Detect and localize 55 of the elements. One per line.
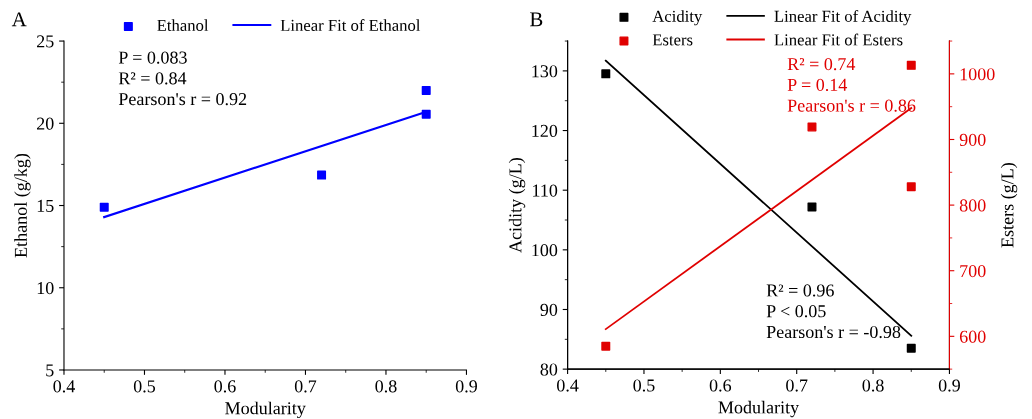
y-tick-label: 80 xyxy=(540,363,558,376)
x-tick-label: 0.9 xyxy=(455,380,478,393)
y2-tick-label: 600 xyxy=(959,330,986,343)
legend-label: Linear Fit of Esters xyxy=(774,33,903,46)
y-tick-label: 100 xyxy=(532,244,558,257)
point xyxy=(906,343,916,353)
x-tick-label: 0.4 xyxy=(557,379,579,392)
x-tick-label: 0.8 xyxy=(375,380,397,393)
x-tick-label: 0.4 xyxy=(53,380,75,393)
y2-tick-label: 900 xyxy=(959,133,986,146)
x-axis-title: Modularity xyxy=(225,401,306,419)
chart-title: A xyxy=(11,12,27,27)
y-tick-label: 10 xyxy=(37,282,54,295)
y-tick-label: 20 xyxy=(37,117,54,130)
annotation: P = 0.083 R² = 0.84 Pearson's r = 0.92 xyxy=(118,51,247,106)
x-tick-label: 0.6 xyxy=(214,380,236,393)
point xyxy=(906,60,916,70)
annotation: R² = 0.74 P = 0.14 Pearson's r = 0.86 xyxy=(787,57,916,112)
y-axis-title: Acidity (g/L) xyxy=(508,158,526,253)
legend-label: Linear Fit of Acidity xyxy=(774,10,912,26)
y-tick-label: 110 xyxy=(533,184,558,197)
y-tick-label: 130 xyxy=(532,65,558,78)
legend-label: Acidity xyxy=(652,10,703,26)
y2-axis-title: Esters (g/L) xyxy=(1000,163,1018,248)
point xyxy=(317,170,327,180)
y2-tick-label: 700 xyxy=(960,264,986,278)
x-tick-label: 0.5 xyxy=(133,380,156,393)
point xyxy=(601,69,611,79)
point xyxy=(99,202,109,212)
y-tick-label: 90 xyxy=(540,303,558,316)
legend-label: Linear Fit of Ethanol xyxy=(280,19,421,32)
y-tick-label: 15 xyxy=(37,199,54,212)
point xyxy=(807,122,817,132)
chart-title: B xyxy=(530,12,543,27)
y2-tick-label: 800 xyxy=(959,199,986,212)
y-tick-label: 25 xyxy=(37,35,54,48)
point xyxy=(421,85,431,95)
y2-tick-label: 1000 xyxy=(960,68,995,81)
x-tick-label: 0.6 xyxy=(709,379,732,392)
x-tick-label: 0.9 xyxy=(938,379,960,392)
x-tick-label: 0.7 xyxy=(786,379,808,392)
point xyxy=(807,202,817,212)
y-axis-title: Ethanol (g/kg) xyxy=(14,153,31,258)
y-tick-label: 5 xyxy=(46,364,54,377)
x-tick-label: 0.8 xyxy=(862,379,884,392)
x-tick-label: 0.5 xyxy=(633,379,655,392)
annotation: R² = 0.96 P < 0.05 Pearson's r = -0.98 xyxy=(766,284,901,339)
point xyxy=(421,109,431,119)
x-axis-title: Modularity xyxy=(718,400,800,418)
x-tick-label: 0.7 xyxy=(294,380,317,393)
legend-label: Esters xyxy=(652,34,693,46)
legend-label: Ethanol xyxy=(157,19,209,32)
y-tick-label: 120 xyxy=(532,124,558,137)
point xyxy=(906,182,916,192)
point xyxy=(601,341,611,351)
